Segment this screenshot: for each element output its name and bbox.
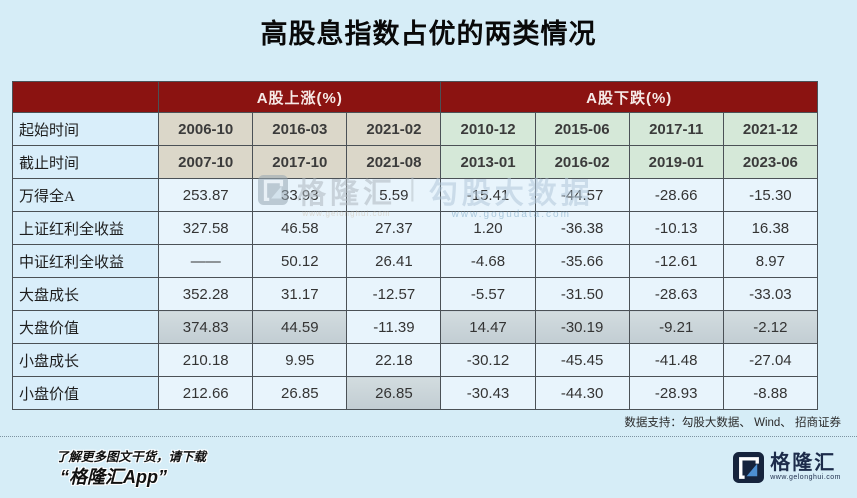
table-header-row: A股上涨(%) A股下跌(%) bbox=[11, 81, 818, 113]
row-label: 截止时间 bbox=[11, 145, 160, 179]
date-cell: 2023-06 bbox=[722, 145, 819, 179]
value-cell: 9.95 bbox=[252, 343, 348, 377]
value-cell: -30.12 bbox=[440, 343, 536, 377]
value-cell: 31.17 bbox=[252, 277, 348, 311]
date-cell: 2021-08 bbox=[346, 145, 442, 179]
row-label: 大盘价值 bbox=[11, 310, 160, 344]
value-cell: -44.57 bbox=[534, 178, 630, 212]
index-data-row: 中证红利全收益 —— 50.12 26.41 -4.68 -35.66 -12.61 8.97 bbox=[11, 244, 819, 278]
row-label: 万得全A bbox=[11, 178, 160, 212]
date-cell: 2016-03 bbox=[252, 112, 348, 146]
value-cell: 16.38 bbox=[722, 211, 819, 245]
date-cell: 2015-06 bbox=[534, 112, 630, 146]
value-cell: -4.68 bbox=[440, 244, 536, 278]
section-header-ashare-down: A股下跌(%) bbox=[440, 81, 818, 113]
value-cell: 5.59 bbox=[346, 178, 442, 212]
value-cell: -45.45 bbox=[534, 343, 630, 377]
value-cell: -15.41 bbox=[440, 178, 536, 212]
value-cell: -44.30 bbox=[534, 376, 630, 410]
value-cell: -12.57 bbox=[346, 277, 442, 311]
date-row: 起始时间 2006-10 2016-03 2021-02 2010-12 2015-06 2… bbox=[11, 112, 819, 146]
logo-brand-name: 格隆汇 bbox=[770, 452, 837, 474]
value-cell: -11.39 bbox=[346, 310, 442, 344]
value-cell: -2.12 bbox=[722, 310, 819, 344]
logo-text-block: 格隆汇 www.gelonghui.com bbox=[770, 452, 841, 481]
row-label: 中证红利全收益 bbox=[11, 244, 160, 278]
table-body: 起始时间 2006-10 2016-03 2021-02 2010-12 2015-06 2… bbox=[11, 112, 819, 410]
value-cell: -36.38 bbox=[534, 211, 630, 245]
row-label: 小盘价值 bbox=[11, 376, 160, 410]
data-source-note: 数据支持：勾股大数据、 Wind、 招商证券 bbox=[624, 417, 841, 429]
value-cell: -35.66 bbox=[534, 244, 630, 278]
value-cell: -41.48 bbox=[628, 343, 724, 377]
value-cell: -30.43 bbox=[440, 376, 536, 410]
logo-brand-url: www.gelonghui.com bbox=[770, 474, 841, 481]
data-table: A股上涨(%) A股下跌(%) 起始时间 2006-10 2016-03 2021-0… bbox=[11, 81, 819, 410]
value-cell: 46.58 bbox=[252, 211, 348, 245]
value-cell: 1.20 bbox=[440, 211, 536, 245]
row-label: 小盘成长 bbox=[11, 343, 160, 377]
value-cell: -12.61 bbox=[628, 244, 724, 278]
row-label: 起始时间 bbox=[11, 112, 160, 146]
value-cell: 253.87 bbox=[158, 178, 254, 212]
value-cell: -33.03 bbox=[722, 277, 819, 311]
value-cell: -27.04 bbox=[722, 343, 819, 377]
value-cell: 33.93 bbox=[252, 178, 348, 212]
dotted-divider bbox=[0, 436, 857, 437]
index-data-row: 万得全A 253.87 33.93 5.59 -15.41 -44.57 -28.66 -15… bbox=[11, 178, 819, 212]
value-cell: 327.58 bbox=[158, 211, 254, 245]
value-cell: 352.28 bbox=[158, 277, 254, 311]
date-cell: 2019-01 bbox=[628, 145, 724, 179]
value-cell: 14.47 bbox=[440, 310, 536, 344]
gelonghui-footer-logo: 格隆汇 www.gelonghui.com bbox=[733, 452, 841, 483]
value-cell: 44.59 bbox=[252, 310, 348, 344]
value-cell: 8.97 bbox=[722, 244, 819, 278]
value-cell: -9.21 bbox=[628, 310, 724, 344]
footer-app-name: “格隆汇App” bbox=[60, 467, 167, 487]
row-label: 上证红利全收益 bbox=[11, 211, 160, 245]
date-cell: 2013-01 bbox=[440, 145, 536, 179]
value-cell: -28.63 bbox=[628, 277, 724, 311]
value-cell: —— bbox=[158, 244, 254, 278]
row-label: 大盘成长 bbox=[11, 277, 160, 311]
value-cell: 210.18 bbox=[158, 343, 254, 377]
value-cell: -31.50 bbox=[534, 277, 630, 311]
index-data-row: 上证红利全收益 327.58 46.58 27.37 1.20 -36.38 -10.13 1… bbox=[11, 211, 819, 245]
index-data-row: 小盘价值 212.66 26.85 26.85 -30.43 -44.30 -28.93 -8… bbox=[11, 376, 819, 410]
value-cell: 26.41 bbox=[346, 244, 442, 278]
value-cell: 374.83 bbox=[158, 310, 254, 344]
section-header-ashare-up: A股上涨(%) bbox=[158, 81, 442, 113]
value-cell: 26.85 bbox=[346, 376, 442, 410]
date-cell: 2021-02 bbox=[346, 112, 442, 146]
table-corner-cell bbox=[11, 81, 160, 113]
date-cell: 2016-02 bbox=[534, 145, 630, 179]
date-cell: 2010-12 bbox=[440, 112, 536, 146]
value-cell: 50.12 bbox=[252, 244, 348, 278]
date-cell: 2017-10 bbox=[252, 145, 348, 179]
value-cell: -15.30 bbox=[722, 178, 819, 212]
footer-promo-text: 了解更多图文干货，请下载 bbox=[56, 450, 207, 464]
value-cell: -8.88 bbox=[722, 376, 819, 410]
value-cell: 212.66 bbox=[158, 376, 254, 410]
dividend-comparison-table: A股上涨(%) A股下跌(%) 起始时间 2006-10 2016-03 2021-0… bbox=[11, 81, 819, 410]
value-cell: -28.93 bbox=[628, 376, 724, 410]
date-cell: 2021-12 bbox=[722, 112, 819, 146]
date-row: 截止时间 2007-10 2017-10 2021-08 2013-01 2016-02 2… bbox=[11, 145, 819, 179]
date-cell: 2017-11 bbox=[628, 112, 724, 146]
page-title: 高股息指数占优的两类情况 bbox=[260, 19, 597, 49]
date-cell: 2007-10 bbox=[158, 145, 254, 179]
value-cell: -5.57 bbox=[440, 277, 536, 311]
index-data-row: 大盘成长 352.28 31.17 -12.57 -5.57 -31.50 -28.63 -3… bbox=[11, 277, 819, 311]
value-cell: -28.66 bbox=[628, 178, 724, 212]
value-cell: 26.85 bbox=[252, 376, 348, 410]
date-cell: 2006-10 bbox=[158, 112, 254, 146]
gelonghui-logo-icon bbox=[733, 452, 765, 483]
index-data-row: 大盘价值 374.83 44.59 -11.39 14.47 -30.19 -9.21 -2.… bbox=[11, 310, 819, 344]
value-cell: -30.19 bbox=[534, 310, 630, 344]
index-data-row: 小盘成长 210.18 9.95 22.18 -30.12 -45.45 -41.48 -27… bbox=[11, 343, 819, 377]
value-cell: 22.18 bbox=[346, 343, 442, 377]
value-cell: 27.37 bbox=[346, 211, 442, 245]
value-cell: -10.13 bbox=[628, 211, 724, 245]
